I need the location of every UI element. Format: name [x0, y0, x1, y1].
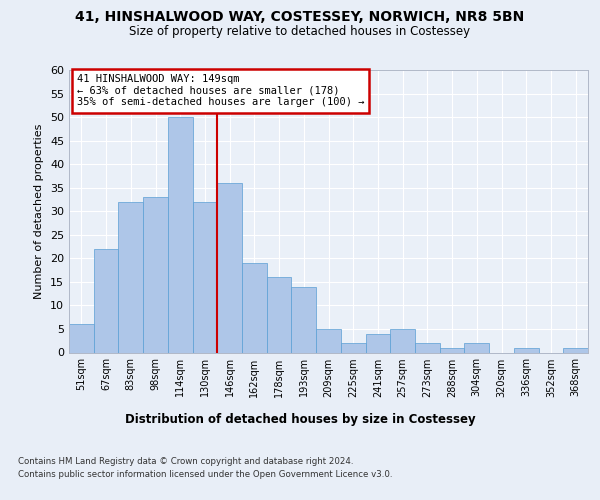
Text: Distribution of detached houses by size in Costessey: Distribution of detached houses by size …: [125, 412, 475, 426]
Bar: [390, 329, 415, 352]
Text: Size of property relative to detached houses in Costessey: Size of property relative to detached ho…: [130, 25, 470, 38]
Bar: [69, 324, 94, 352]
Bar: [415, 343, 440, 352]
Bar: [267, 277, 292, 352]
Bar: [118, 202, 143, 352]
Text: Contains HM Land Registry data © Crown copyright and database right 2024.: Contains HM Land Registry data © Crown c…: [18, 458, 353, 466]
Bar: [168, 117, 193, 352]
Bar: [193, 202, 217, 352]
Bar: [94, 249, 118, 352]
Bar: [514, 348, 539, 352]
Bar: [292, 286, 316, 352]
Bar: [365, 334, 390, 352]
Bar: [563, 348, 588, 352]
Bar: [242, 263, 267, 352]
Text: Contains public sector information licensed under the Open Government Licence v3: Contains public sector information licen…: [18, 470, 392, 479]
Text: 41 HINSHALWOOD WAY: 149sqm
← 63% of detached houses are smaller (178)
35% of sem: 41 HINSHALWOOD WAY: 149sqm ← 63% of deta…: [77, 74, 364, 108]
Bar: [217, 183, 242, 352]
Text: 41, HINSHALWOOD WAY, COSTESSEY, NORWICH, NR8 5BN: 41, HINSHALWOOD WAY, COSTESSEY, NORWICH,…: [76, 10, 524, 24]
Bar: [143, 197, 168, 352]
Y-axis label: Number of detached properties: Number of detached properties: [34, 124, 44, 299]
Bar: [316, 329, 341, 352]
Bar: [341, 343, 365, 352]
Bar: [440, 348, 464, 352]
Bar: [464, 343, 489, 352]
